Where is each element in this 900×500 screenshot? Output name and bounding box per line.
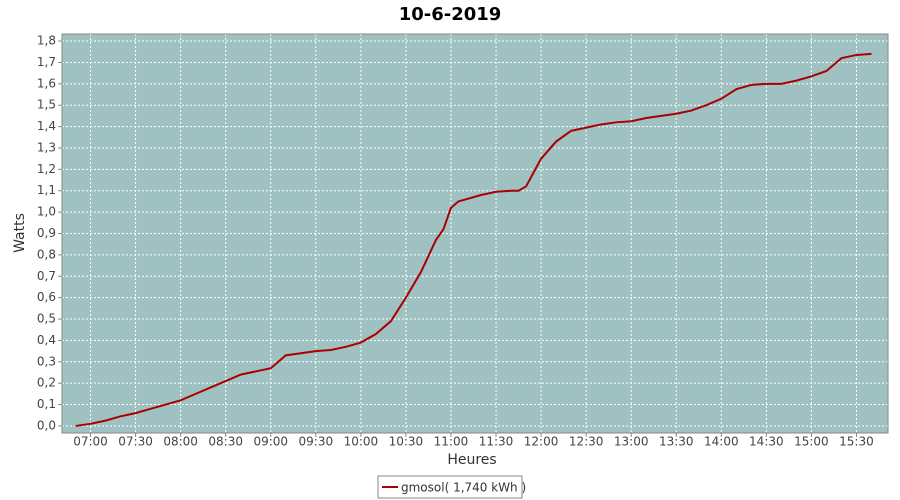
x-tick-label: 14:00	[704, 435, 739, 449]
y-axis-label: Watts	[12, 213, 28, 253]
y-tick-label: 0,7	[37, 269, 56, 283]
x-tick-label: 13:00	[614, 435, 649, 449]
y-tick-label: 1,3	[37, 140, 56, 154]
x-tick-label: 07:30	[118, 435, 153, 449]
x-tick-label: 13:30	[659, 435, 694, 449]
x-tick-label: 12:30	[569, 435, 604, 449]
y-tick-label: 0,4	[37, 333, 56, 347]
legend-label: gmosol( 1,740 kWh )	[401, 481, 526, 495]
y-tick-label: 0,3	[37, 354, 56, 368]
y-tick-label: 1,1	[37, 183, 56, 197]
x-tick-label: 10:30	[389, 435, 424, 449]
x-tick-label: 08:30	[208, 435, 243, 449]
x-tick-label: 15:30	[839, 435, 874, 449]
y-tick-label: 0,9	[37, 226, 56, 240]
y-tick-label: 0,8	[37, 247, 56, 261]
legend-box	[377, 475, 523, 499]
y-tick-label: 1,5	[37, 98, 56, 112]
x-tick-label: 09:30	[299, 435, 334, 449]
x-tick-label: 12:00	[524, 435, 559, 449]
y-tick-label: 1,4	[37, 119, 56, 133]
x-tick-label: 09:00	[253, 435, 288, 449]
y-tick-label: 0,5	[37, 312, 56, 326]
y-tick-label: 1,8	[37, 34, 56, 48]
line	[75, 52, 872, 427]
x-axis-label: Heures	[447, 452, 496, 468]
x-tick-label: 11:30	[479, 435, 514, 449]
y-tick-label: 1,0	[37, 205, 56, 219]
x-tick-label: 10:00	[344, 435, 379, 449]
y-tick-label: 1,6	[37, 76, 56, 90]
plot-border	[61, 33, 889, 434]
y-tick-label: 1,7	[37, 55, 56, 69]
x-tick-label: 14:30	[749, 435, 784, 449]
y-tick-label: 0,2	[37, 376, 56, 390]
y-tick-label: 1,2	[37, 162, 56, 176]
chart-title: 10-6-2019	[399, 4, 502, 25]
y-tick-label: 0,1	[37, 397, 56, 411]
x-tick-label: 07:00	[73, 435, 108, 449]
y-tick-label: 0,0	[37, 418, 56, 432]
x-tick-label: 15:00	[794, 435, 829, 449]
x-tick-label: 11:00	[434, 435, 469, 449]
x-tick-label: 08:00	[163, 435, 198, 449]
y-tick-label: 0,6	[37, 290, 56, 304]
